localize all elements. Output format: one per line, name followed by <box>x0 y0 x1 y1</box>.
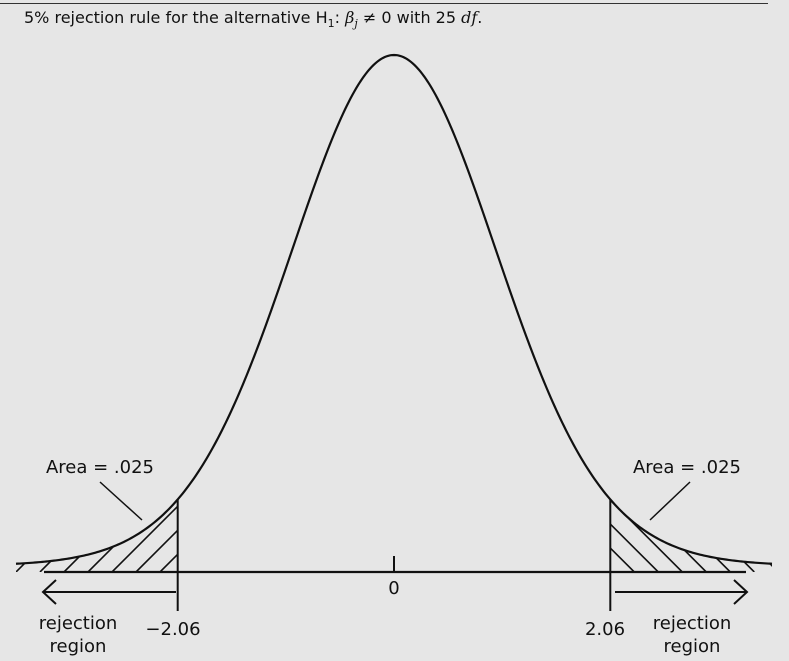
hatch-line <box>208 482 298 572</box>
hatch-line <box>610 499 611 572</box>
hatch-line <box>687 499 772 572</box>
caption-beta: β <box>345 8 355 27</box>
right-tail-hatching <box>400 482 789 572</box>
hatch-line <box>16 499 107 572</box>
caption-colon: : <box>334 8 346 27</box>
hatch-line <box>39 499 131 572</box>
right-rejection-arrow <box>615 579 749 605</box>
hatch-line <box>184 482 274 572</box>
left-area-label: Area = .025 <box>46 457 154 478</box>
hatch-line <box>63 499 155 572</box>
hatch-line <box>16 499 59 572</box>
caption-period: . <box>477 8 483 27</box>
hatch-line <box>610 499 635 572</box>
top-rule <box>0 3 768 4</box>
hatch-line <box>159 499 178 572</box>
left-region-label-line1: rejection <box>39 613 118 634</box>
hatch-line <box>663 499 755 572</box>
figure-caption: 5% rejection rule for the alternative H1… <box>24 8 482 30</box>
left-critical-label: −2.06 <box>145 619 200 640</box>
hatch-line <box>615 499 707 572</box>
hatch-line <box>784 482 789 572</box>
left-rejection-arrow <box>41 579 176 605</box>
caption-prefix: 5% rejection rule for the alternative H <box>24 8 328 27</box>
caption-beta-subscript: j <box>354 17 358 31</box>
hatch-line <box>232 482 322 572</box>
caption-relation: ≠ 0 with 25 <box>357 8 462 27</box>
density-curve <box>15 53 773 565</box>
right-region-label-line2: region <box>664 636 721 657</box>
hatch-line <box>610 499 659 572</box>
hatch-line <box>759 499 772 572</box>
caption-h-subscript: 1 <box>327 17 335 31</box>
hatch-line <box>400 482 490 572</box>
hatch-line <box>111 499 178 572</box>
right-area-pointer <box>649 481 691 521</box>
hatch-line <box>472 482 562 572</box>
hatch-line <box>735 499 772 572</box>
hatch-line <box>0 482 10 572</box>
hatch-line <box>16 499 35 572</box>
hatch-line <box>87 499 178 572</box>
caption-df: df <box>461 8 478 27</box>
hatch-line <box>496 482 586 572</box>
hatch-line <box>135 499 178 572</box>
left-region-label-line2: region <box>50 636 107 657</box>
left-tail-hatching <box>0 482 370 572</box>
right-region-label-line1: rejection <box>653 613 732 634</box>
right-critical-label: 2.06 <box>585 619 625 640</box>
center-tick-label: 0 <box>388 578 399 599</box>
hatch-line <box>280 482 370 572</box>
hatch-line <box>610 499 683 572</box>
right-area-label: Area = .025 <box>633 457 741 478</box>
hatch-line <box>256 482 346 572</box>
hatch-line <box>448 482 538 572</box>
hatch-line <box>424 482 514 572</box>
left-area-pointer <box>99 481 143 521</box>
